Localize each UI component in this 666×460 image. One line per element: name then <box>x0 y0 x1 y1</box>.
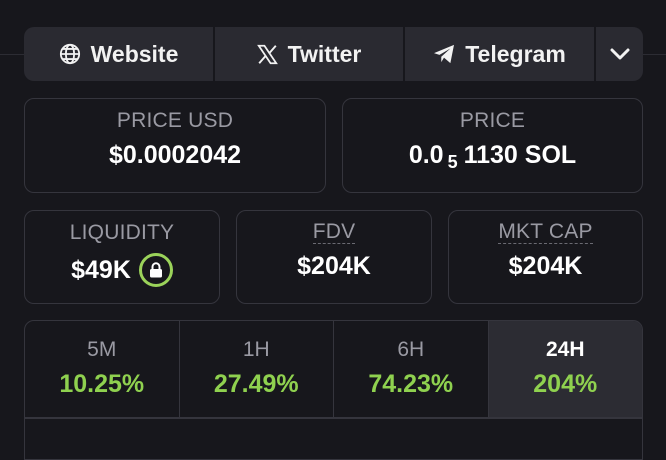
mkt-cap-card: MKT CAP $204K <box>448 210 643 304</box>
tab-label: 1H <box>242 338 270 361</box>
chevron-down-icon <box>610 47 630 61</box>
liquidity-value-row: $49K <box>25 253 219 287</box>
twitter-button[interactable]: Twitter <box>215 27 403 81</box>
liquidity-value: $49K <box>71 255 131 284</box>
timeframe-tabs: 5M 10.25% 1H 27.49% 6H 74.23% 24H 204% <box>24 320 643 460</box>
x-logo-icon <box>256 44 278 65</box>
price-native-value: 0.0 5 1130 SOL <box>343 141 642 172</box>
price-native-card: PRICE 0.0 5 1130 SOL <box>342 98 643 193</box>
tab-change: 74.23% <box>368 370 454 398</box>
website-button[interactable]: Website <box>24 27 213 81</box>
top-divider-right <box>642 54 666 55</box>
tab-5m[interactable]: 5M 10.25% <box>25 321 180 419</box>
liquidity-card: LIQUIDITY $49K <box>24 210 220 304</box>
tab-change: 10.25% <box>59 370 145 398</box>
tabs-bottom-divider <box>24 417 643 419</box>
price-native-prefix: 0.0 <box>408 141 444 169</box>
tab-label: 5M <box>87 338 117 361</box>
tab-change: 204% <box>533 370 598 398</box>
price-native-label: PRICE <box>459 109 526 132</box>
price-native-zero-count: 5 <box>447 152 458 172</box>
tab-change: 27.49% <box>213 370 299 398</box>
more-links-button[interactable] <box>596 27 643 81</box>
globe-icon <box>59 43 81 65</box>
tab-label: 6H <box>397 338 425 361</box>
lock-icon[interactable] <box>138 253 173 287</box>
social-links-bar: Website Twitter Telegram <box>24 27 643 81</box>
fdv-card: FDV $204K <box>236 210 432 304</box>
twitter-label: Twitter <box>287 40 362 67</box>
telegram-label: Telegram <box>465 40 566 67</box>
telegram-button[interactable]: Telegram <box>405 27 594 81</box>
website-label: Website <box>90 40 179 67</box>
mkt-cap-label[interactable]: MKT CAP <box>498 220 593 245</box>
fdv-value: $204K <box>297 252 371 281</box>
fdv-label[interactable]: FDV <box>312 220 356 245</box>
price-native-suffix: 1130 SOL <box>463 141 577 169</box>
top-divider-left <box>0 54 24 55</box>
liquidity-label: LIQUIDITY <box>69 221 175 244</box>
price-usd-card: PRICE USD $0.0002042 <box>24 98 326 193</box>
telegram-icon <box>433 44 455 64</box>
tab-24h[interactable]: 24H 204% <box>488 321 642 419</box>
price-usd-label: PRICE USD <box>116 109 234 132</box>
tab-label: 24H <box>545 338 585 361</box>
price-usd-value: $0.0002042 <box>108 141 242 169</box>
mkt-cap-value: $204K <box>508 252 583 281</box>
tab-6h[interactable]: 6H 74.23% <box>334 321 489 419</box>
tab-1h[interactable]: 1H 27.49% <box>180 321 334 419</box>
